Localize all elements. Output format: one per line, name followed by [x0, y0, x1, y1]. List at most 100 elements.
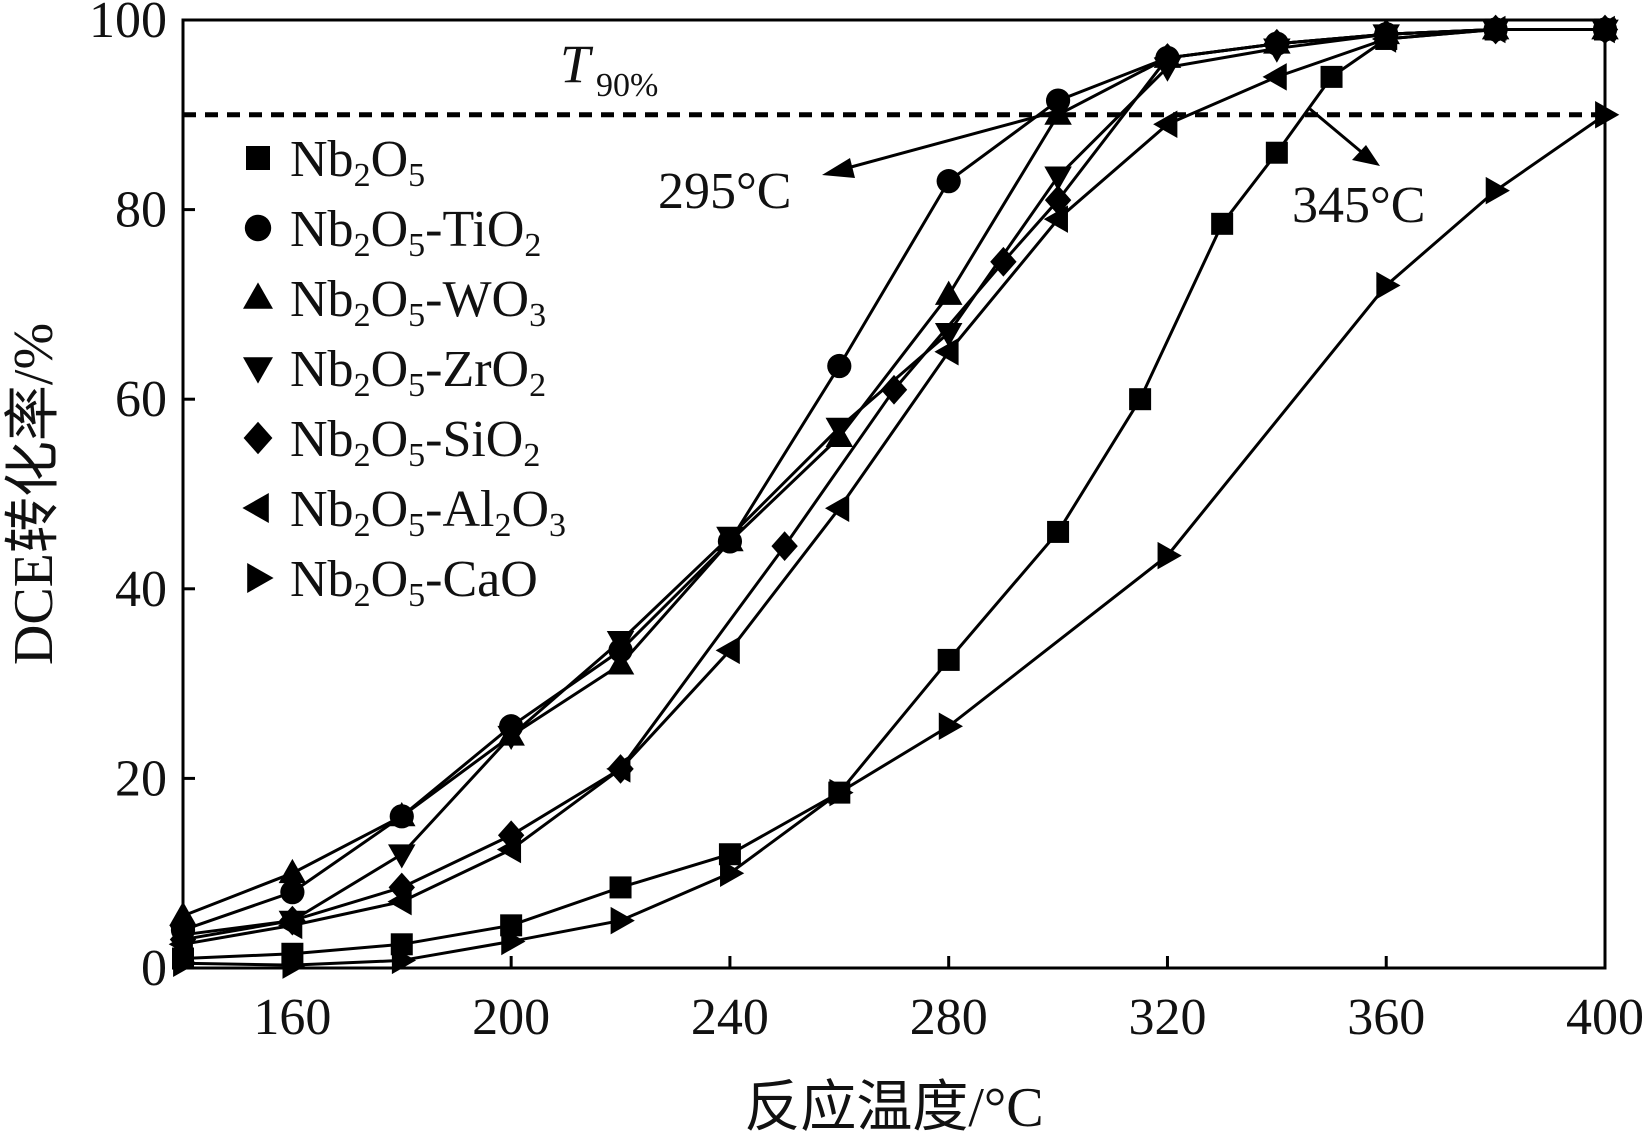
legend-label: Nb2O5-WO3: [290, 271, 546, 334]
data-point: [825, 494, 850, 522]
data-point: [1262, 63, 1287, 91]
y-tick-label: 80: [115, 182, 167, 239]
legend: Nb2O5 Nb2O5-TiO2 Nb2O5-WO3 Nb2O5-ZrO2 Nb2O5-…: [242, 131, 566, 614]
data-point: [1320, 65, 1343, 88]
data-point: [501, 927, 526, 956]
data-point: [1595, 101, 1620, 129]
data-point: [168, 930, 193, 959]
series-triangle-right: [173, 101, 1620, 979]
data-point: [1043, 205, 1068, 233]
x-tick-label: 360: [1347, 989, 1425, 1046]
series-line: [182, 27, 1605, 942]
arrow-345-head: [1352, 145, 1380, 166]
t90-label: T: [560, 34, 594, 94]
y-tick-label: 60: [115, 371, 167, 428]
annotation-295: 295°C: [658, 163, 791, 220]
data-point: [497, 725, 525, 751]
data-point: [1157, 541, 1182, 570]
data-point: [718, 843, 741, 866]
data-point: [1481, 15, 1506, 44]
arrow-345-line: [1309, 107, 1366, 157]
data-point: [1211, 212, 1234, 235]
tick-marks: 160 200 240 280 320 360 400 0 20 40 60 80 100: [89, 0, 1644, 1046]
data-point: [825, 417, 854, 442]
data-point: [282, 951, 307, 979]
y-tick-label: 20: [115, 750, 167, 807]
data-point: [934, 322, 963, 348]
data-point: [609, 876, 632, 899]
data-point: [610, 906, 635, 935]
plot-frame: [181, 18, 1607, 970]
annotation-345: 345°C: [1292, 177, 1425, 234]
data-point: [387, 887, 412, 916]
data-point: [497, 820, 525, 851]
data-point: [990, 246, 1017, 277]
x-tick-label: 200: [472, 989, 550, 1046]
data-point: [771, 531, 798, 561]
t90-subscript: 90%: [596, 67, 658, 104]
data-point: [1485, 176, 1510, 205]
x-tick-label: 400: [1566, 989, 1644, 1046]
legend-marker-triangle-down: [243, 357, 273, 384]
data-point: [496, 835, 522, 864]
x-tick-label: 240: [691, 989, 769, 1046]
data-point: [829, 778, 854, 807]
legend-label: Nb2O5-CaO: [290, 551, 538, 614]
data-point: [278, 858, 307, 884]
data-point: [606, 631, 635, 656]
y-axis-label: DCE转化率/%: [3, 323, 65, 665]
data-point: [388, 872, 415, 903]
x-axis-label: 反应温度/°C: [744, 1077, 1043, 1137]
data-point: [388, 844, 416, 869]
data-point: [1047, 520, 1070, 543]
legend-label: Nb2O5-SiO2: [290, 411, 540, 474]
arrow-295-line: [839, 107, 1066, 172]
legend-label: Nb2O5-ZrO2: [290, 341, 546, 404]
x-tick-label: 280: [910, 989, 988, 1046]
legend-label: Nb2O5-Al2O3: [290, 481, 566, 544]
data-point: [1044, 166, 1072, 191]
legend-marker-circle: [244, 214, 272, 242]
y-tick-label: 100: [89, 0, 167, 49]
data-point: [720, 859, 745, 887]
legend-marker-triangle-left: [242, 493, 269, 523]
y-tick-label: 0: [141, 940, 167, 997]
data-point: [1154, 43, 1181, 73]
data-point: [1376, 271, 1401, 300]
data-point: [388, 802, 416, 827]
data-point: [880, 374, 908, 405]
data-point: [1153, 110, 1178, 139]
annotation-layer: 295°C 345°C: [658, 107, 1425, 234]
data-point: [715, 636, 740, 665]
y-tick-label: 40: [115, 561, 167, 618]
data-point: [280, 880, 305, 905]
legend-marker-square: [246, 146, 270, 170]
data-point: [1129, 388, 1152, 411]
data-point: [278, 911, 303, 940]
data-point: [606, 755, 631, 783]
legend-marker-diamond: [243, 421, 273, 455]
legend-marker-triangle-up: [243, 282, 273, 309]
data-point: [938, 712, 963, 741]
data-point: [1044, 185, 1072, 215]
legend-label: Nb2O5-TiO2: [290, 201, 541, 264]
x-tick-label: 320: [1128, 989, 1206, 1046]
data-point: [934, 338, 959, 366]
data-point: [1263, 28, 1291, 59]
data-point: [937, 648, 960, 671]
data-point: [169, 901, 197, 926]
series-layer: [168, 14, 1620, 979]
x-tick-label: 160: [253, 989, 331, 1046]
data-point: [827, 353, 852, 379]
arrow-295-head: [822, 158, 855, 178]
legend-marker-triangle-right: [247, 563, 274, 593]
data-point: [1265, 141, 1288, 164]
series-triangle-left: [168, 15, 1615, 959]
data-point: [936, 169, 961, 194]
series-line: [182, 113, 1606, 967]
series-line: [182, 27, 1605, 946]
data-point: [391, 946, 417, 975]
series-line: [182, 27, 1605, 961]
data-point: [173, 949, 198, 978]
